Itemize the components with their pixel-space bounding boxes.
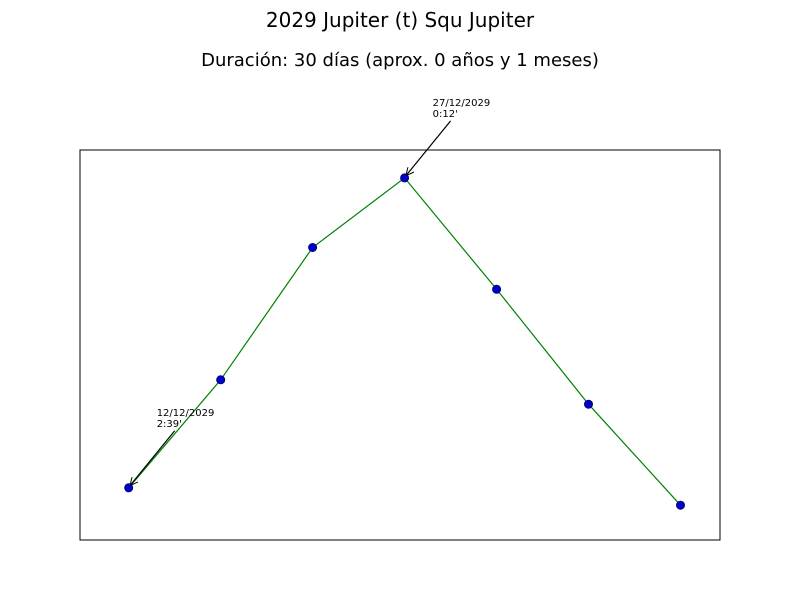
- data-point-0: [124, 483, 134, 493]
- data-point-5: [584, 399, 593, 409]
- chart-title: 2029 Jupiter (t) Squ Jupiter: [265, 8, 535, 32]
- data-point-3: [400, 173, 410, 183]
- annotation-date: 27/12/2029: [433, 98, 491, 109]
- series-line: [128, 177, 681, 506]
- annotation-arrow: [131, 430, 176, 485]
- annotation-value: 0:12': [433, 109, 458, 120]
- data-point-1: [216, 375, 226, 385]
- data-point-4: [492, 284, 502, 294]
- data-points: [124, 173, 685, 510]
- data-point-2: [308, 243, 318, 252]
- data-point-6: [676, 500, 685, 510]
- annotation-value: 2:39': [157, 419, 182, 430]
- chart-subtitle: Duración: 30 días (aprox. 0 años y 1 mes…: [201, 50, 599, 71]
- annotation-date: 12/12/2029: [157, 408, 215, 419]
- annotation-arrow: [407, 120, 452, 175]
- plot-area-frame: [79, 149, 721, 541]
